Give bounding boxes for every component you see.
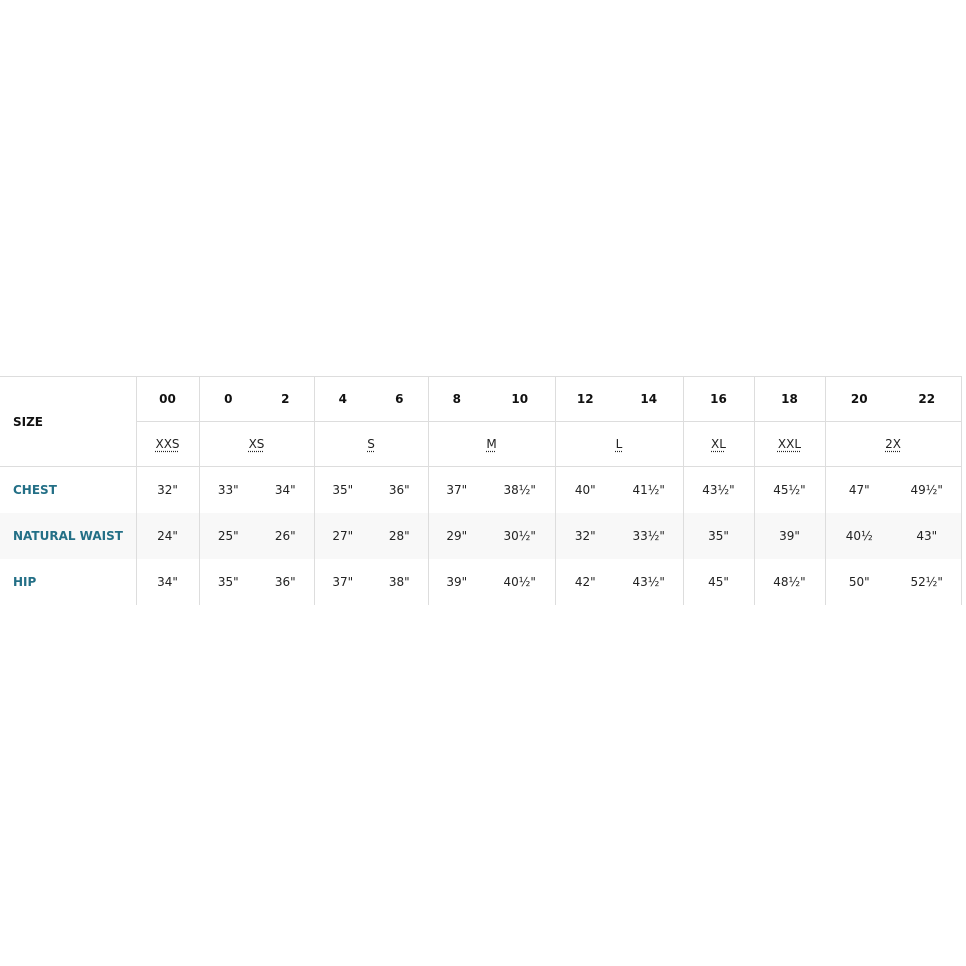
measurement-cell: 52½" [893, 559, 962, 605]
letter-size-cell: XXL [753, 421, 825, 467]
numeric-size-6: 6 [371, 376, 428, 422]
table-row: HIP 34" 35" 36" 37" 38" 39" 40½" 42" 43½" 45" 48½" 5… [0, 559, 962, 605]
measurement-cell: 35" [198, 559, 257, 605]
measurement-cell: 33" [198, 466, 257, 513]
measurement-cell: 37" [427, 466, 485, 513]
measurement-cell: 29" [427, 513, 485, 559]
table-row: NATURAL WAIST 24" 25" 26" 27" 28" 29" 30½" 32" 33… [0, 513, 962, 559]
measurement-cell: 50" [824, 559, 893, 605]
numeric-size-22: 22 [893, 376, 962, 422]
measurement-cell: 24" [135, 513, 199, 559]
measurement-cell: 35" [313, 466, 371, 513]
letter-size-xl: XL [711, 437, 726, 451]
letter-size-s: S [367, 437, 375, 451]
row-label: CHEST [13, 483, 57, 497]
measurement-cell: 33½" [615, 513, 683, 559]
measurement-cell: 42" [554, 559, 615, 605]
measurement-cell: 36" [388, 483, 410, 497]
measurement-cell: 27" [313, 513, 371, 559]
numeric-size-0: 0 [198, 376, 257, 422]
letter-size-cell: XS [198, 421, 314, 467]
numeric-size-8: 8 [427, 376, 485, 422]
letter-size-cell: L [554, 421, 683, 467]
measurement-cell: 32" [135, 466, 199, 513]
numeric-size-4: 4 [313, 376, 371, 422]
letter-size-cell: XL [682, 421, 754, 467]
measurement-cell: 28" [371, 513, 428, 559]
measurement-cell: 38" [388, 575, 410, 589]
measurement-cell: 49½" [893, 466, 962, 513]
letter-size-xs: XS [248, 437, 265, 451]
measurement-cell: 38½" [503, 483, 536, 497]
row-label: NATURAL WAIST [0, 513, 136, 559]
letter-size-m: M [486, 437, 497, 451]
measurement-cell: 39" [753, 513, 825, 559]
letter-size-l: L [615, 437, 623, 451]
letter-size-xxl: XXL [777, 437, 802, 451]
measurement-cell: 45½" [753, 466, 825, 513]
measurement-cell: 43½" [632, 575, 665, 589]
measurement-cell: 47" [824, 466, 893, 513]
letter-size-cell: 2X [824, 421, 962, 467]
measurement-cell: 34" [135, 559, 199, 605]
measurement-cell: 35" [682, 513, 754, 559]
measurement-cell: 45" [682, 559, 754, 605]
table-row: CHEST 32" 33" 34" 35" 36" 37" 38½" 40" 41½" 43½" 45… [0, 466, 962, 513]
numeric-size-18: 18 [753, 376, 825, 422]
measurement-cell: 30½" [485, 513, 555, 559]
measurement-cell: 37" [313, 559, 371, 605]
letter-size-cell: XXS [135, 421, 199, 467]
letter-size-cell: M [427, 421, 555, 467]
numeric-size-14: 14 [615, 376, 683, 422]
measurement-cell: 40" [554, 466, 615, 513]
measurement-cell: 39" [427, 559, 485, 605]
row-label: HIP [13, 575, 37, 589]
letter-size-xxs: XXS [155, 437, 180, 451]
numeric-size-10: 10 [485, 376, 555, 422]
numeric-size-row: SIZE 00 0 2 4 6 8 10 12 14 16 18 20 22 [0, 376, 962, 467]
measurement-cell: 43½" [682, 466, 754, 513]
measurement-cell: 26" [257, 513, 314, 559]
size-chart-table: SIZE 00 0 2 4 6 8 10 12 14 16 18 20 22 XXS XS S M L XL XXL… [0, 376, 962, 605]
measurement-cell: 32" [554, 513, 615, 559]
numeric-size-2: 2 [257, 376, 314, 422]
letter-size-cell: S [313, 421, 428, 467]
letter-size-row: XXS XS S M L XL XXL 2X [0, 421, 962, 467]
numeric-size-12: 12 [554, 376, 615, 422]
numeric-size-20: 20 [824, 376, 893, 422]
measurement-cell: 40½" [503, 575, 536, 589]
measurement-cell: 34" [274, 483, 296, 497]
measurement-cell: 48½" [753, 559, 825, 605]
measurement-cell: 41½" [632, 483, 665, 497]
measurement-cell: 25" [198, 513, 257, 559]
measurement-cell: 43" [893, 513, 962, 559]
numeric-size-16: 16 [682, 376, 754, 422]
size-header: SIZE [0, 376, 136, 467]
measurement-cell: 36" [274, 575, 296, 589]
numeric-size-00: 00 [135, 376, 199, 422]
measurement-cell: 40½ [824, 513, 893, 559]
letter-size-2x: 2X [885, 437, 901, 451]
